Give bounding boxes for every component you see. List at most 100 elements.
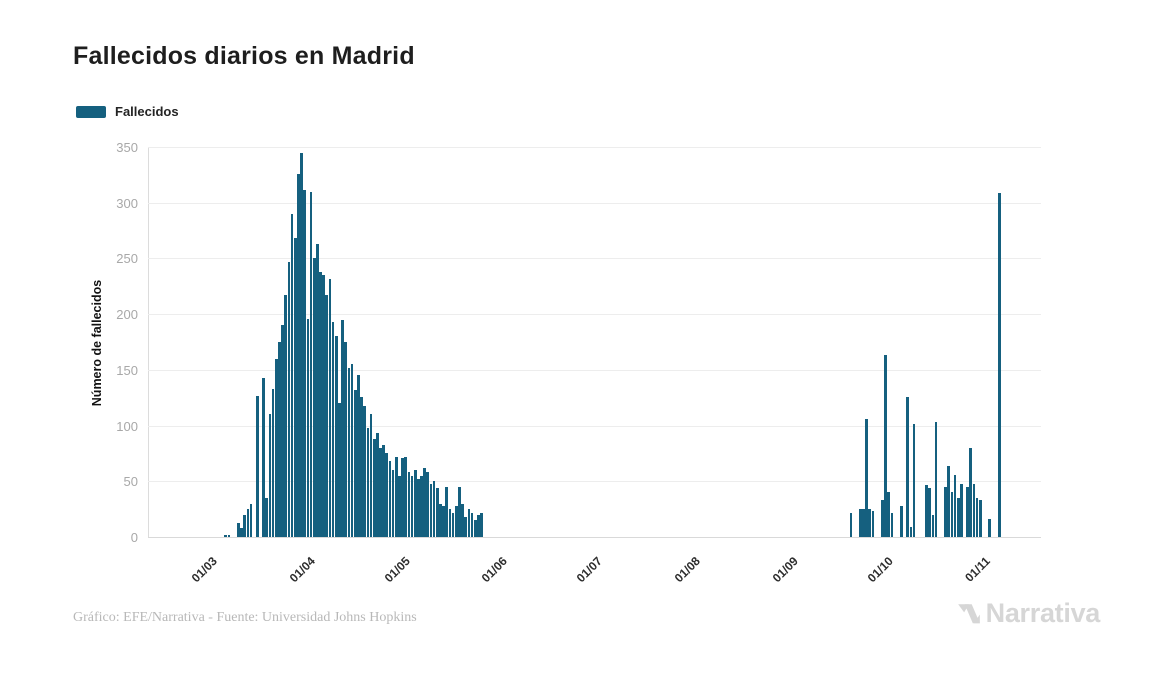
bar[interactable]: [464, 516, 468, 537]
bar[interactable]: [398, 475, 401, 537]
bar[interactable]: [470, 512, 474, 537]
bar[interactable]: [890, 512, 894, 537]
bar[interactable]: [404, 456, 408, 537]
bar[interactable]: [227, 534, 231, 537]
bar[interactable]: [947, 465, 951, 537]
bar[interactable]: [881, 500, 884, 537]
bar[interactable]: [439, 503, 442, 537]
bar[interactable]: [328, 278, 332, 537]
bar[interactable]: [287, 261, 291, 537]
bar[interactable]: [925, 484, 928, 537]
bar[interactable]: [884, 355, 887, 537]
bar[interactable]: [969, 447, 973, 537]
bar[interactable]: [256, 395, 259, 537]
bar[interactable]: [407, 472, 411, 537]
bar[interactable]: [401, 457, 404, 537]
bar[interactable]: [315, 243, 319, 537]
bar[interactable]: [454, 505, 458, 537]
bar[interactable]: [325, 295, 329, 537]
bar[interactable]: [246, 509, 250, 537]
bar[interactable]: [865, 418, 868, 537]
bar[interactable]: [426, 472, 430, 537]
bar[interactable]: [956, 498, 960, 537]
bar[interactable]: [388, 461, 392, 537]
bar[interactable]: [379, 447, 382, 537]
bar[interactable]: [451, 512, 455, 537]
bar[interactable]: [312, 258, 316, 537]
bar[interactable]: [357, 375, 360, 537]
bar[interactable]: [249, 503, 253, 537]
bar[interactable]: [303, 190, 307, 537]
bar[interactable]: [322, 275, 325, 537]
bar[interactable]: [445, 486, 449, 537]
bar[interactable]: [281, 325, 284, 537]
bar[interactable]: [458, 486, 461, 537]
bar[interactable]: [420, 475, 423, 537]
bar[interactable]: [461, 503, 464, 537]
bar[interactable]: [928, 487, 932, 537]
bar[interactable]: [934, 422, 938, 537]
bar[interactable]: [274, 358, 278, 537]
bar[interactable]: [997, 192, 1001, 537]
bar[interactable]: [871, 511, 875, 537]
bar[interactable]: [906, 396, 910, 537]
bar[interactable]: [334, 336, 338, 537]
bar[interactable]: [480, 512, 483, 537]
bar[interactable]: [432, 481, 436, 537]
bar[interactable]: [978, 500, 982, 537]
bar[interactable]: [375, 433, 379, 537]
bar[interactable]: [909, 526, 913, 537]
bar[interactable]: [240, 528, 243, 537]
bar[interactable]: [300, 152, 303, 537]
bar[interactable]: [953, 474, 957, 537]
bar[interactable]: [391, 470, 395, 537]
bar[interactable]: [467, 509, 471, 537]
bar[interactable]: [988, 519, 992, 537]
bar[interactable]: [369, 414, 373, 537]
bar[interactable]: [363, 405, 367, 537]
bar[interactable]: [350, 364, 354, 537]
bar[interactable]: [429, 483, 433, 537]
bar[interactable]: [960, 483, 963, 537]
bar[interactable]: [366, 427, 370, 537]
legend[interactable]: Fallecidos: [76, 104, 179, 119]
bar[interactable]: [237, 522, 240, 537]
bar[interactable]: [944, 486, 947, 537]
bar[interactable]: [385, 453, 389, 537]
bar[interactable]: [972, 483, 976, 537]
bar[interactable]: [262, 377, 265, 537]
bar[interactable]: [382, 444, 385, 537]
bar[interactable]: [243, 514, 247, 537]
bar[interactable]: [473, 520, 477, 537]
bar[interactable]: [868, 509, 872, 537]
bar[interactable]: [975, 498, 979, 537]
bar[interactable]: [912, 424, 916, 537]
bar[interactable]: [353, 389, 357, 537]
bar[interactable]: [900, 505, 903, 537]
bar[interactable]: [950, 492, 954, 537]
bar[interactable]: [931, 514, 935, 537]
bar[interactable]: [442, 505, 445, 537]
bar[interactable]: [849, 512, 853, 537]
bar[interactable]: [858, 509, 862, 537]
bar[interactable]: [297, 173, 300, 537]
bar[interactable]: [448, 509, 452, 537]
bar[interactable]: [293, 238, 297, 537]
bar[interactable]: [265, 498, 269, 537]
bar[interactable]: [372, 438, 376, 537]
bar[interactable]: [341, 319, 344, 537]
bar[interactable]: [410, 475, 414, 537]
bar[interactable]: [966, 486, 970, 537]
bar[interactable]: [347, 367, 351, 537]
bar[interactable]: [268, 414, 272, 537]
bar[interactable]: [284, 295, 288, 537]
bar[interactable]: [309, 191, 313, 537]
bar[interactable]: [338, 403, 341, 537]
bar[interactable]: [278, 342, 281, 537]
bar[interactable]: [887, 492, 891, 537]
bar[interactable]: [319, 271, 322, 537]
bar[interactable]: [344, 342, 348, 537]
bar[interactable]: [360, 396, 363, 537]
bar[interactable]: [394, 456, 398, 537]
bar[interactable]: [862, 509, 865, 537]
